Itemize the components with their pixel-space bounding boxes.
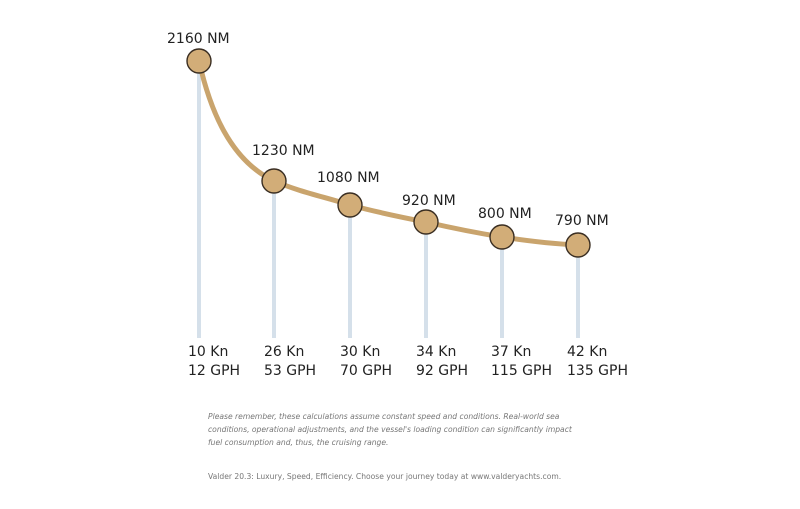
x-label-4: 34 Kn 92 GPH (416, 343, 468, 381)
x-label-6: 42 Kn 135 GPH (567, 343, 628, 381)
fuel-label: 12 GPH (188, 363, 241, 379)
fuel-label: 92 GPH (416, 363, 469, 379)
marker-3 (337, 192, 363, 218)
fuel-label: 70 GPH (340, 363, 393, 379)
x-label-1: 10 Kn 12 GPH (188, 343, 240, 381)
speed-label: 10 Kn (188, 344, 229, 360)
markers (186, 48, 591, 258)
x-label-2: 26 Kn 53 GPH (264, 343, 316, 381)
value-label-6: 790 NM (555, 213, 609, 229)
speed-label: 42 Kn (567, 344, 608, 360)
marker-1 (186, 48, 212, 74)
fuel-label: 135 GPH (567, 363, 628, 379)
speed-label: 34 Kn (416, 344, 457, 360)
speed-label: 26 Kn (264, 344, 305, 360)
value-label-2: 1230 NM (252, 143, 315, 159)
value-label-1: 2160 NM (167, 31, 230, 47)
speed-label: 37 Kn (491, 344, 532, 360)
x-label-3: 30 Kn 70 GPH (340, 343, 392, 381)
value-label-5: 800 NM (478, 206, 532, 222)
value-label-4: 920 NM (402, 193, 456, 209)
marker-2 (261, 168, 287, 194)
speed-label: 30 Kn (340, 344, 381, 360)
footer-tagline: Valder 20.3: Luxury, Speed, Efficiency. … (208, 472, 562, 481)
disclaimer-note: Please remember, these calculations assu… (208, 412, 572, 447)
marker-4 (413, 209, 439, 235)
marker-5 (489, 224, 515, 250)
fuel-label: 115 GPH (491, 363, 552, 379)
fuel-label: 53 GPH (264, 363, 317, 379)
marker-6 (565, 232, 591, 258)
x-label-5: 37 Kn 115 GPH (491, 343, 552, 381)
value-label-3: 1080 NM (317, 170, 380, 186)
stems (197, 61, 580, 338)
